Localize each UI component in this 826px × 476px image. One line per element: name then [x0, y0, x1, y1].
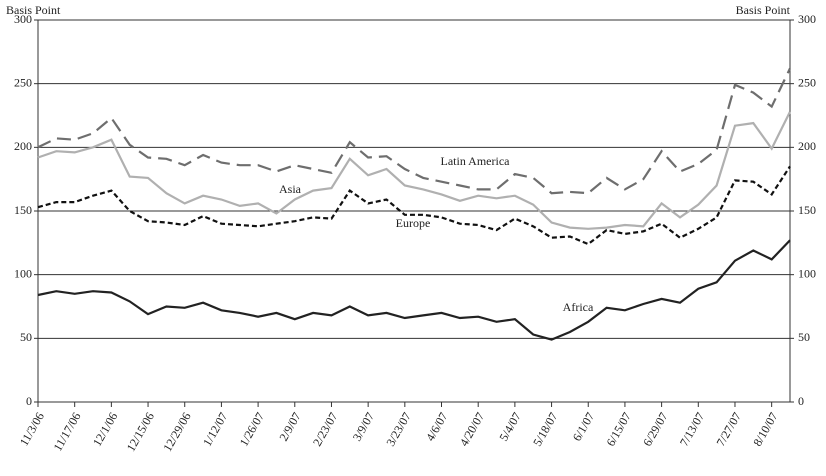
- series-line: [37, 111, 791, 230]
- series-label: Africa: [563, 300, 594, 314]
- y2-tick-label: 0: [798, 394, 804, 408]
- y-axis-label: Basis Point: [6, 3, 61, 17]
- x-tick-label: 12/29/06: [160, 410, 193, 454]
- x-tick-label: 3/23/07: [383, 410, 413, 449]
- series-line: [37, 67, 791, 195]
- x-tick-label: 6/15/07: [603, 410, 633, 449]
- x-tick-label: 11/3/06: [17, 410, 47, 448]
- y2-tick-label: 50: [798, 330, 810, 344]
- y-tick-label: 150: [14, 203, 32, 217]
- x-tick-label: 4/20/07: [457, 410, 487, 449]
- y-tick-label: 300: [14, 12, 32, 26]
- y2-tick-label: 250: [798, 75, 816, 89]
- x-tick-label: 6/29/07: [640, 410, 670, 449]
- y2-tick-label: 150: [798, 203, 816, 217]
- x-tick-label: 6/1/07: [570, 410, 597, 444]
- y-tick-label: 50: [20, 330, 32, 344]
- x-tick-label: 2/23/07: [310, 410, 340, 449]
- y-tick-label: 250: [14, 75, 32, 89]
- x-tick-label: 4/6/07: [423, 410, 450, 444]
- x-tick-label: 3/9/07: [350, 410, 377, 444]
- y2-tick-label: 100: [798, 266, 816, 280]
- y-tick-label: 200: [14, 139, 32, 153]
- y2-tick-label: 300: [798, 12, 816, 26]
- y2-tick-label: 200: [798, 139, 816, 153]
- y-tick-label: 100: [14, 266, 32, 280]
- x-tick-label: 1/12/07: [200, 410, 230, 449]
- x-tick-label: 5/4/07: [496, 410, 523, 444]
- series-label: Asia: [279, 182, 302, 196]
- x-tick-label: 7/13/07: [677, 410, 707, 449]
- x-tick-label: 11/17/06: [50, 410, 83, 454]
- y-tick-label: 0: [26, 394, 32, 408]
- x-tick-label: 1/26/07: [237, 410, 267, 449]
- x-tick-label: 7/27/07: [713, 410, 743, 449]
- series-label: Europe: [396, 216, 431, 230]
- plot-frame: [37, 19, 791, 403]
- x-tick-label: 12/1/06: [90, 410, 120, 449]
- series-line: [37, 165, 791, 246]
- x-tick-label: 8/10/07: [750, 410, 780, 449]
- x-tick-label: 12/15/06: [124, 410, 157, 454]
- series-label: Latin America: [441, 154, 511, 168]
- x-tick-label: 5/18/07: [530, 410, 560, 449]
- x-tick-label: 2/9/07: [276, 410, 303, 444]
- y2-axis-label: Basis Point: [736, 3, 791, 17]
- series-line: [37, 239, 791, 341]
